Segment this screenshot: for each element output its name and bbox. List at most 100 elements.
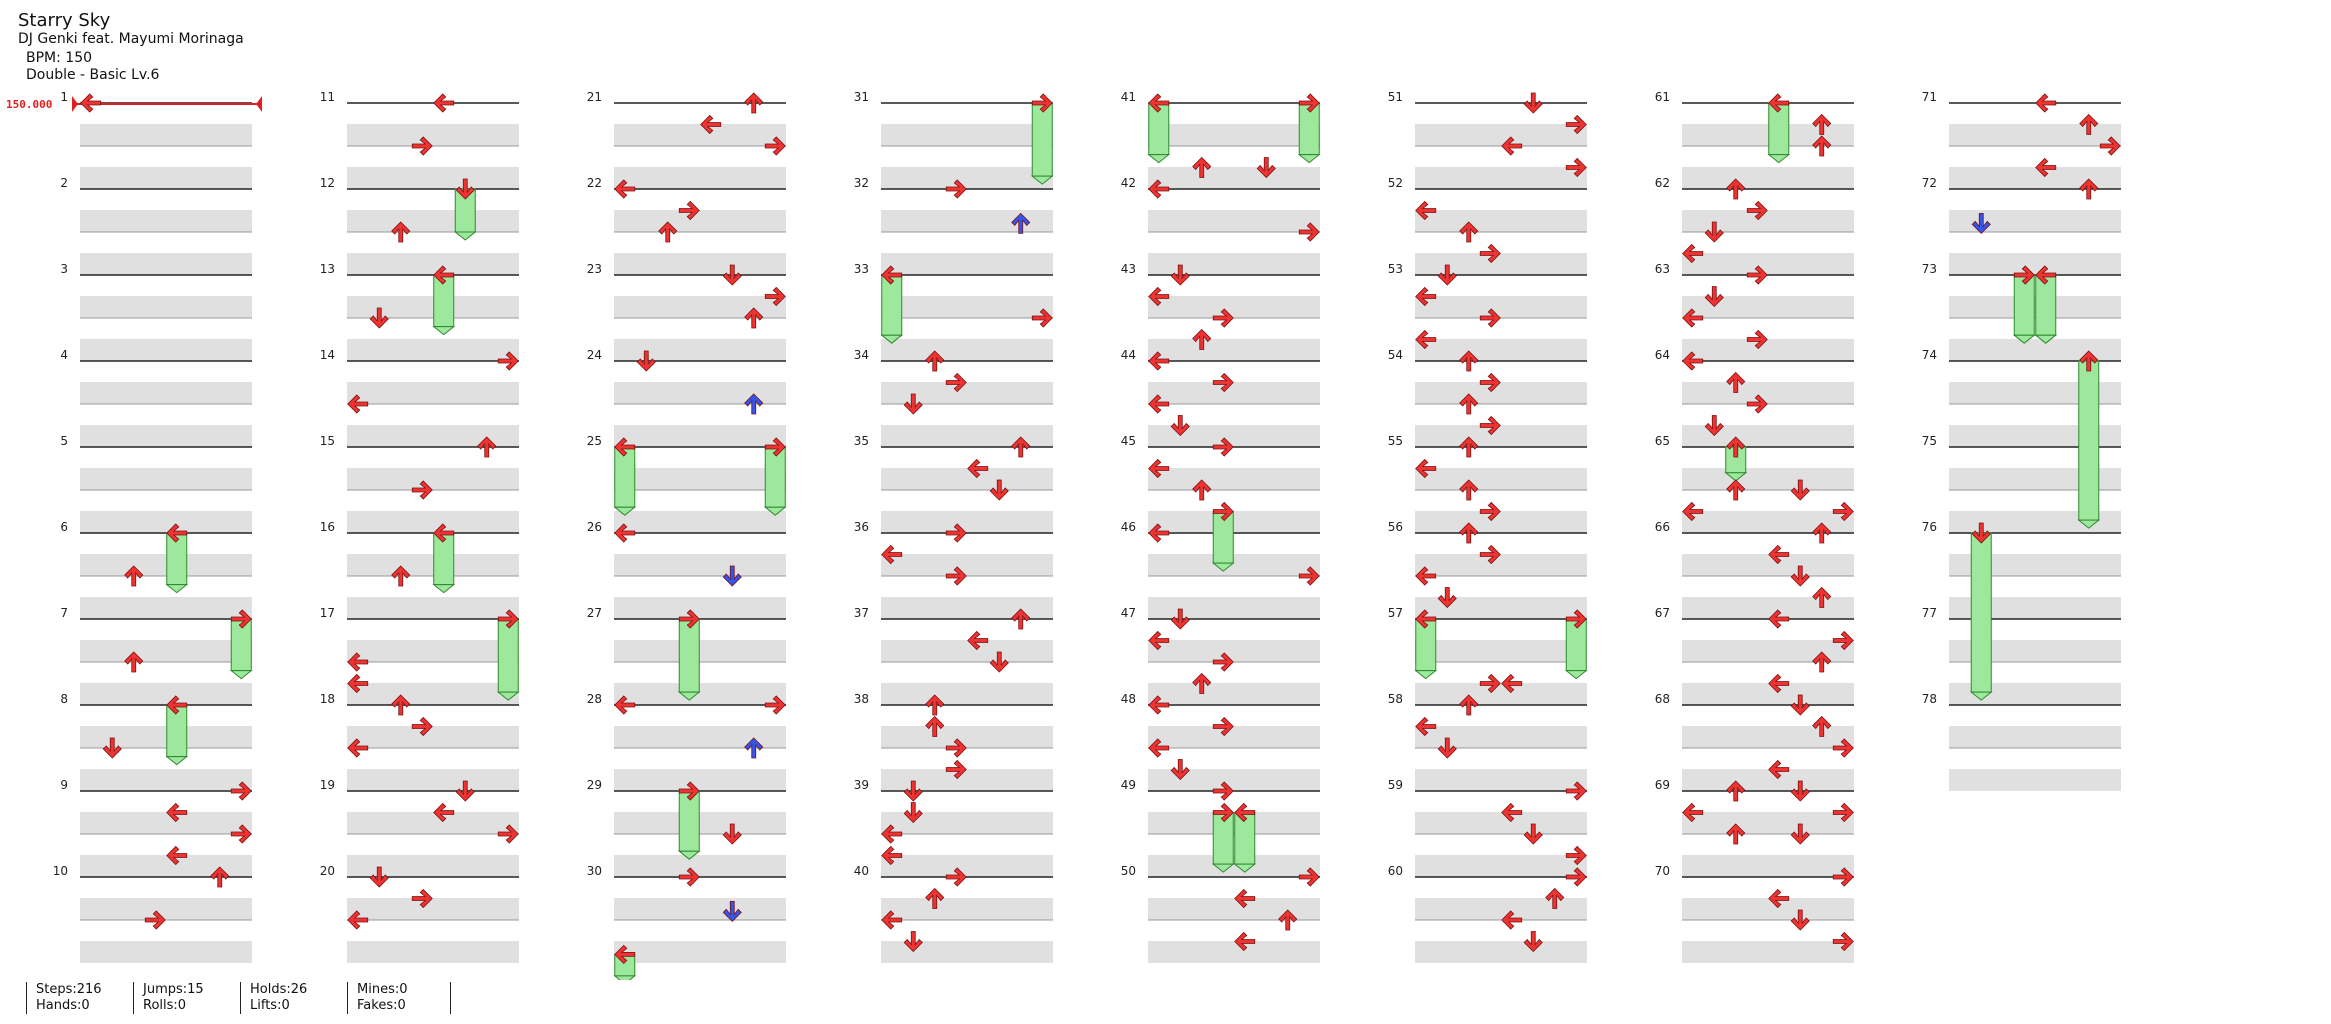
arrow-shape bbox=[1812, 586, 1832, 608]
arrow-shape bbox=[2079, 350, 2099, 372]
measure-band bbox=[614, 296, 786, 318]
measure-band bbox=[1682, 554, 1854, 576]
note-arrow-l bbox=[881, 824, 903, 844]
note-arrow-l bbox=[433, 523, 455, 543]
note-arrow-r bbox=[1479, 372, 1501, 393]
stat-separator bbox=[347, 982, 348, 1014]
measure-59: 59 bbox=[1388, 778, 1587, 877]
arrow-shape bbox=[1746, 200, 1768, 221]
arrow-shape bbox=[1031, 308, 1053, 328]
measure-band bbox=[347, 167, 519, 189]
arrow-shape bbox=[678, 781, 700, 801]
arrow-shape bbox=[1170, 608, 1190, 630]
note-arrow-u bbox=[477, 436, 497, 458]
note-arrow-r bbox=[678, 609, 700, 629]
arrow-shape bbox=[678, 609, 700, 629]
measure-number: 37 bbox=[854, 606, 869, 620]
note-arrow-r bbox=[1212, 308, 1234, 328]
measure-7: 7 bbox=[60, 606, 252, 705]
arrow-shape bbox=[925, 350, 945, 372]
arrow-shape bbox=[945, 867, 967, 887]
arrow-shape bbox=[411, 716, 433, 737]
arrow-shape bbox=[764, 286, 786, 307]
measure-number: 53 bbox=[1388, 262, 1403, 276]
note-arrow-u bbox=[2079, 113, 2099, 135]
note-arrow-l bbox=[347, 652, 369, 672]
note-arrow-r bbox=[1832, 802, 1854, 823]
measure-band bbox=[1148, 167, 1320, 189]
arrow-shape bbox=[391, 565, 411, 587]
measure-number: 14 bbox=[320, 348, 335, 362]
measure-number: 49 bbox=[1121, 778, 1136, 792]
hold-tail bbox=[432, 326, 456, 336]
bpm-label: BPM: 150 bbox=[26, 50, 93, 66]
measure-band bbox=[347, 640, 519, 662]
hold-tail bbox=[165, 756, 189, 766]
hold-tail bbox=[613, 506, 637, 516]
note-arrow-d bbox=[1790, 565, 1810, 587]
measure-band bbox=[1949, 554, 2121, 576]
note-arrow-d bbox=[1523, 823, 1543, 845]
arrow-shape bbox=[614, 944, 636, 964]
arrow-shape bbox=[1256, 157, 1276, 179]
arrow-shape bbox=[433, 802, 455, 823]
stat-value: Holds:26 bbox=[250, 982, 308, 997]
note-arrow-r bbox=[1212, 716, 1234, 737]
note-arrow-l bbox=[700, 114, 722, 135]
arrow-shape bbox=[1682, 243, 1704, 264]
measure-number: 51 bbox=[1388, 90, 1403, 104]
hold-body bbox=[1970, 532, 1992, 693]
arrow-shape bbox=[967, 458, 989, 479]
arrow-shape bbox=[1726, 479, 1746, 501]
note-arrow-u bbox=[124, 565, 144, 587]
measure-number: 28 bbox=[587, 692, 602, 706]
note-arrow-u bbox=[925, 694, 945, 716]
arrow-shape bbox=[1415, 329, 1437, 350]
measure-number: 6 bbox=[60, 520, 68, 534]
note-arrow-d bbox=[1704, 221, 1724, 243]
hold-body bbox=[2035, 274, 2057, 336]
measure-46: 46 bbox=[1121, 520, 1320, 619]
note-arrow-r bbox=[230, 824, 252, 844]
measure-band bbox=[1148, 253, 1320, 275]
measure-band bbox=[1949, 726, 2121, 748]
measure-band bbox=[347, 769, 519, 791]
note-arrow-u bbox=[925, 887, 945, 909]
note-arrow-u bbox=[1726, 178, 1746, 200]
note-arrow-l bbox=[614, 695, 636, 715]
measure-number: 56 bbox=[1388, 520, 1403, 534]
measure-42: 42 bbox=[1121, 176, 1320, 275]
hold-tail bbox=[1414, 670, 1438, 680]
measure-band bbox=[1148, 941, 1320, 963]
arrow-shape bbox=[1415, 286, 1437, 307]
arrow-shape bbox=[497, 824, 519, 844]
arrow-shape bbox=[881, 845, 903, 866]
note-arrow-r bbox=[230, 609, 252, 629]
note-arrow-d bbox=[903, 931, 923, 953]
hold-tail bbox=[1767, 154, 1791, 164]
measure-19: 19 bbox=[320, 778, 519, 877]
measure-number: 30 bbox=[587, 864, 602, 878]
hold-tail bbox=[1969, 691, 1993, 701]
measure-number: 38 bbox=[854, 692, 869, 706]
hold-tail bbox=[2034, 334, 2058, 344]
arrow-shape bbox=[1565, 114, 1587, 135]
note-arrow-r bbox=[1746, 329, 1768, 350]
measure-number: 35 bbox=[854, 434, 869, 448]
note-arrow-r bbox=[411, 716, 433, 737]
arrow-shape bbox=[1011, 608, 1031, 630]
note-arrow-u bbox=[1278, 909, 1298, 931]
measure-band bbox=[1415, 812, 1587, 834]
arrow-shape bbox=[411, 480, 433, 500]
arrow-shape bbox=[1170, 415, 1190, 437]
note-arrow-d bbox=[1790, 780, 1810, 802]
arrow-shape bbox=[1479, 415, 1501, 436]
measure-77: 77 bbox=[1922, 606, 2121, 705]
note-arrow-d bbox=[1704, 415, 1724, 437]
note-arrow-d bbox=[369, 866, 389, 888]
arrow-shape bbox=[1148, 630, 1170, 651]
measure-band bbox=[347, 296, 519, 318]
measure-60: 60 bbox=[1388, 864, 1587, 963]
measure-band bbox=[80, 124, 252, 146]
hold-body bbox=[497, 618, 519, 693]
